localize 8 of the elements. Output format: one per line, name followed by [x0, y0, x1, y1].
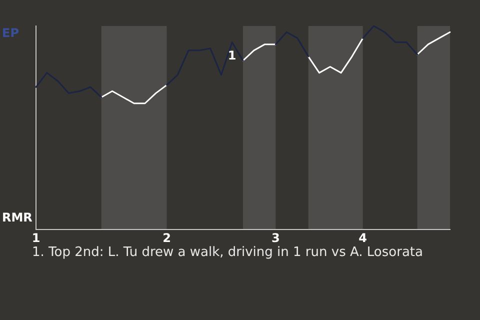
x-tick-label: 3 [272, 230, 280, 245]
x-tick-label: 2 [162, 230, 171, 245]
text: RMR [2, 210, 32, 225]
text: 1. Top 2nd: L. Tu drew a walk, driving in 1 run vs A. Losorata [32, 245, 423, 260]
annotation: 1 [228, 48, 236, 62]
x-tick-label: 1 [32, 230, 40, 245]
x-tick-label: 4 [358, 230, 368, 245]
text: EP [2, 26, 20, 40]
